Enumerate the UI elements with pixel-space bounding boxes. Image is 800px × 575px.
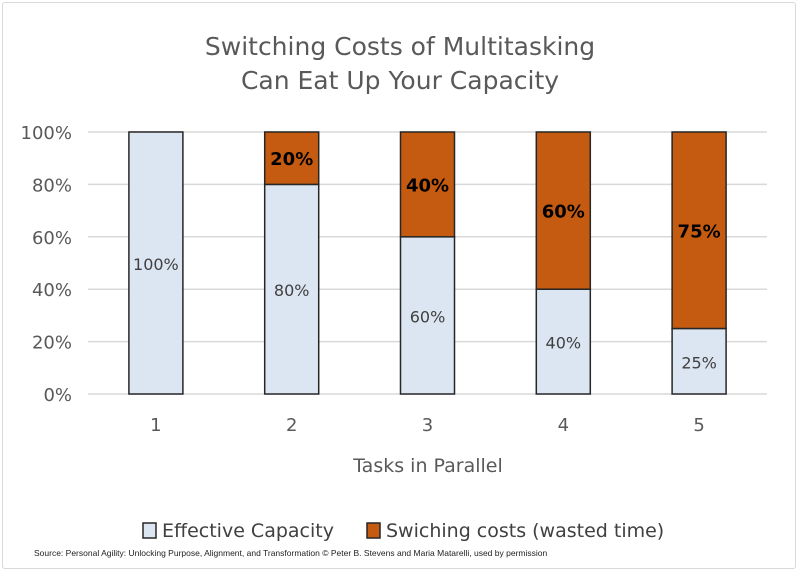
data-label: 60% (542, 202, 585, 223)
chart-title: Can Eat Up Your Capacity (241, 66, 559, 95)
bar-switching-costs (263, 131, 320, 186)
data-label: 100% (133, 255, 179, 274)
data-label: 40% (406, 175, 449, 196)
x-axis-title: Tasks in Parallel (352, 455, 503, 477)
bar-switching-costs (399, 131, 456, 238)
y-tick-label: 60% (32, 228, 72, 249)
x-tick-label: 4 (558, 415, 569, 436)
data-label: 20% (270, 149, 313, 170)
data-label: 40% (546, 334, 582, 353)
y-tick-label: 20% (32, 333, 72, 354)
x-tick-label: 5 (693, 415, 704, 436)
chart-title: Switching Costs of Multitasking (205, 32, 595, 61)
y-tick-label: 80% (32, 175, 72, 196)
y-tick-label: 40% (32, 280, 72, 301)
x-tick-label: 3 (422, 415, 433, 436)
legend-swatch (142, 522, 157, 539)
data-label: 60% (410, 307, 446, 326)
y-tick-label: 100% (21, 123, 72, 144)
source-note: Source: Personal Agility: Unlocking Purp… (34, 548, 548, 558)
bar-effective-capacity (263, 183, 320, 395)
x-tick-label: 1 (150, 415, 161, 436)
bar-effective-capacity (535, 288, 592, 395)
chart-frame (2, 2, 796, 569)
legend-swatch (366, 522, 381, 539)
bar-switching-costs (535, 131, 592, 290)
bar-effective-capacity (671, 327, 727, 395)
data-label: 75% (678, 221, 721, 242)
bar-effective-capacity (128, 131, 184, 395)
legend-label: Swiching costs (wasted time) (386, 520, 664, 542)
y-tick-label: 0% (43, 385, 72, 406)
bar-switching-costs (671, 131, 727, 330)
x-tick-label: 2 (286, 415, 297, 436)
bar-effective-capacity (399, 236, 456, 395)
data-label: 80% (274, 281, 310, 300)
legend-label: Effective Capacity (162, 520, 334, 542)
data-label: 25% (681, 353, 717, 372)
